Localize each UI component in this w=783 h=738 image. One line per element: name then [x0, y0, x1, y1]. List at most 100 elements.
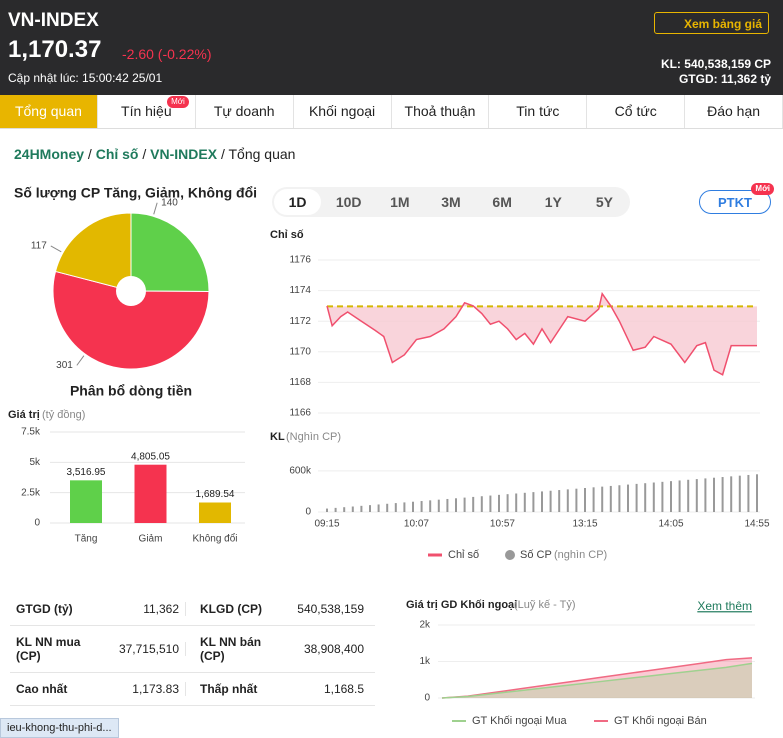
pie-slice: [52, 270, 210, 370]
tab[interactable]: Cổ tức: [587, 95, 686, 128]
volume-bar: [523, 492, 526, 512]
tab-label: Thoả thuận: [404, 103, 476, 119]
volume-bar: [713, 477, 715, 512]
volume-unit: (Nghìn CP): [286, 431, 341, 443]
volume-bar: [541, 491, 543, 512]
range-option[interactable]: 5Y: [595, 194, 613, 210]
pie-slice: [54, 212, 132, 292]
see-more-link[interactable]: Xem thêm: [697, 599, 752, 613]
volume-bar: [472, 496, 475, 512]
y-tick-label: 1168: [289, 377, 311, 388]
volume-bar: [429, 500, 432, 512]
volume-bar: [566, 489, 569, 512]
volume-bar: [515, 493, 518, 512]
table-row: Cao nhất 1,173.83 Thấp nhất 1,168.5: [10, 673, 375, 706]
cell-label: KL NN bán (CP): [200, 635, 262, 663]
volume-bar: [549, 490, 552, 512]
range-option[interactable]: 10D: [335, 194, 362, 210]
crumb[interactable]: VN-INDEX: [150, 146, 218, 162]
volume-bar: [386, 503, 389, 512]
tab-label: Tự doanh: [213, 103, 275, 119]
tab[interactable]: Tổng quan: [0, 95, 98, 128]
area-line: [441, 662, 753, 699]
cell-value: 1,173.83: [90, 682, 186, 696]
volume-bar: [704, 478, 707, 512]
table-row: KL NN mua (CP) 37,715,510 KL NN bán (CP) 38…: [10, 626, 375, 673]
range-option[interactable]: 3M: [441, 194, 461, 210]
volume-bar: [738, 475, 741, 512]
tab[interactable]: Tự doanh: [196, 95, 294, 128]
range-option[interactable]: 6M: [492, 194, 512, 210]
updated: Cập nhật lúc: 15:00:42 25/01: [8, 71, 163, 85]
range-option[interactable]: 1Y: [544, 194, 562, 210]
volume-bar: [661, 481, 664, 512]
cell-value: 38,908,400: [303, 642, 364, 656]
ptkt-button[interactable]: PTKT Mới: [699, 183, 774, 214]
index-title: VN-INDEX: [8, 10, 99, 31]
tab[interactable]: Tín hiệu Mới: [98, 95, 196, 128]
area-line: [441, 657, 753, 699]
volume-bar: [463, 497, 466, 512]
volume-bar: [609, 485, 612, 512]
y-tick-label: 7.5k: [21, 427, 41, 438]
volume-bar: [730, 476, 733, 512]
volume-bar: [403, 502, 406, 512]
bar-title: Phân bổ dòng tiền: [70, 383, 192, 399]
legend-label: GT Khối ngoại Mua: [472, 715, 567, 727]
cell-label: KL NN mua (CP): [16, 635, 81, 663]
x-tick-label: 10:57: [490, 519, 515, 530]
legend-label: GT Khối ngoại Bán: [614, 715, 707, 727]
x-tick-label: 14:05: [658, 519, 683, 530]
pie-hole: [116, 276, 146, 306]
ptkt-label: PTKT: [718, 195, 752, 210]
tab-label: Đáo hạn: [707, 103, 761, 119]
pie-label: 140: [161, 197, 178, 208]
x-tick-label: 13:15: [572, 519, 597, 530]
tab[interactable]: Thoả thuận: [392, 95, 490, 128]
leader-line: [50, 245, 62, 253]
y-tick-label: 1166: [289, 408, 311, 419]
range-option[interactable]: 1M: [390, 194, 410, 210]
status-link: ieu-khong-thu-phi-d...: [0, 718, 119, 738]
price-board-button[interactable]: Xem bảng giá: [654, 12, 769, 34]
x-tick-label: Không đổi: [192, 533, 237, 545]
bar-value-label: 3,516.95: [67, 467, 106, 478]
volume-bar: [601, 486, 604, 512]
y-tick-label: 0: [34, 518, 40, 529]
pie-title: Số lượng CP Tăng, Giảm, Không đổi: [14, 185, 257, 201]
leader-line: [153, 202, 158, 215]
crumb[interactable]: 24HMoney: [14, 146, 85, 162]
tab[interactable]: Tin tức: [489, 95, 588, 128]
range-option[interactable]: 1D: [274, 189, 322, 215]
volume-bar: [558, 490, 561, 512]
y-tick-label: 0: [305, 507, 311, 518]
chart-title: Giá trị GD Khối ngoại: [406, 599, 517, 611]
bar: [134, 464, 167, 523]
cell-value: 540,538,159: [297, 602, 364, 616]
y-tick-label: 1k: [419, 656, 431, 667]
tab[interactable]: Khối ngoại: [294, 95, 392, 128]
volume-bar: [584, 488, 586, 512]
volume-bar: [575, 488, 578, 512]
y-axis-unit: (tỷ đồng): [42, 409, 85, 421]
volume-bar: [635, 483, 638, 512]
volume-bar: [420, 501, 423, 512]
legend-unit: (nghìn CP): [554, 549, 607, 561]
volume-bar: [455, 498, 457, 512]
volume-bar: [480, 496, 483, 512]
volume-bar: [618, 485, 621, 512]
volume-bar: [652, 482, 655, 512]
new-badge: Mới: [751, 183, 774, 195]
new-badge: Mới: [167, 96, 189, 108]
y-axis-label: Chỉ số: [270, 229, 304, 241]
cell-value: 37,715,510: [90, 642, 186, 656]
pie-slice: [130, 212, 210, 292]
cell-value: 1,168.5: [323, 682, 364, 696]
x-tick-label: 09:15: [314, 519, 339, 530]
volume-bar: [343, 507, 346, 512]
x-tick-label: 10:07: [404, 519, 429, 530]
crumb[interactable]: Chỉ số: [95, 146, 139, 162]
volume-bar: [412, 501, 414, 512]
cell-label: Thấp nhất: [200, 682, 258, 696]
